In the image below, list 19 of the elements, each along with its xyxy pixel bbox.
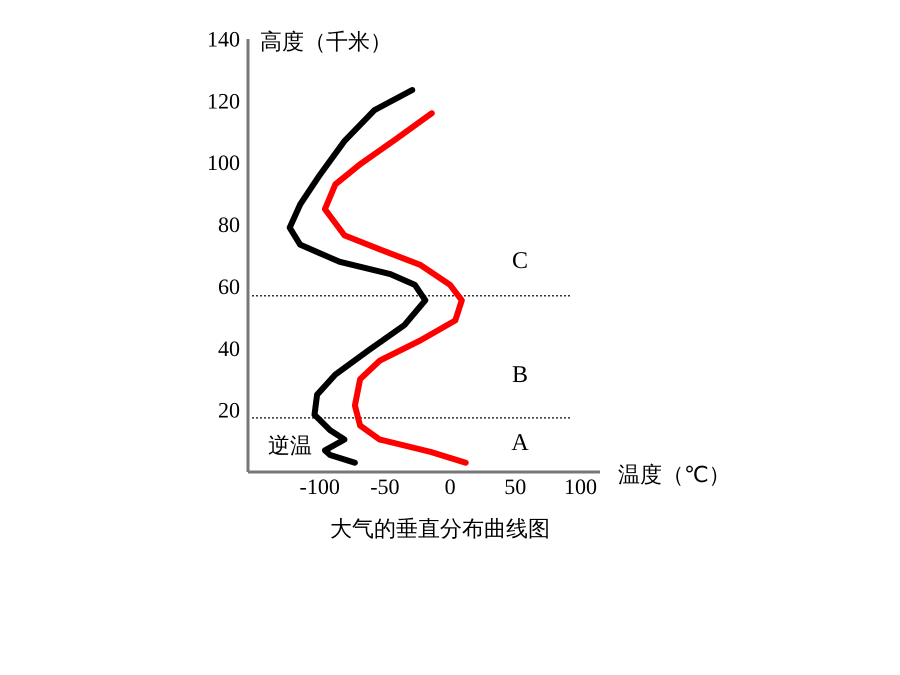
annotation: 逆温	[268, 434, 312, 459]
annotation: A	[511, 430, 530, 456]
x-tick-label: -100	[300, 474, 340, 499]
annotation: B	[512, 362, 528, 388]
y-tick-label: 20	[218, 398, 240, 423]
y-axis-title: 高度（千米）	[260, 30, 392, 55]
y-tick-label: 80	[218, 212, 240, 238]
x-tick-label: 0	[444, 474, 456, 499]
y-tick-label: 60	[218, 274, 240, 299]
y-tick-label: 40	[218, 336, 240, 361]
y-tick-label: 100	[207, 150, 240, 176]
x-tick-label: 50	[504, 474, 526, 499]
text: 大气的垂直分布曲线图	[330, 517, 550, 542]
y-tick-label: 120	[207, 88, 240, 114]
x-tick-label: -50	[370, 474, 400, 499]
x-tick-label: 100	[564, 474, 597, 499]
y-tick-label: 140	[207, 26, 240, 52]
annotation: C	[512, 248, 528, 274]
x-axis-title: 温度（℃）	[618, 463, 731, 488]
